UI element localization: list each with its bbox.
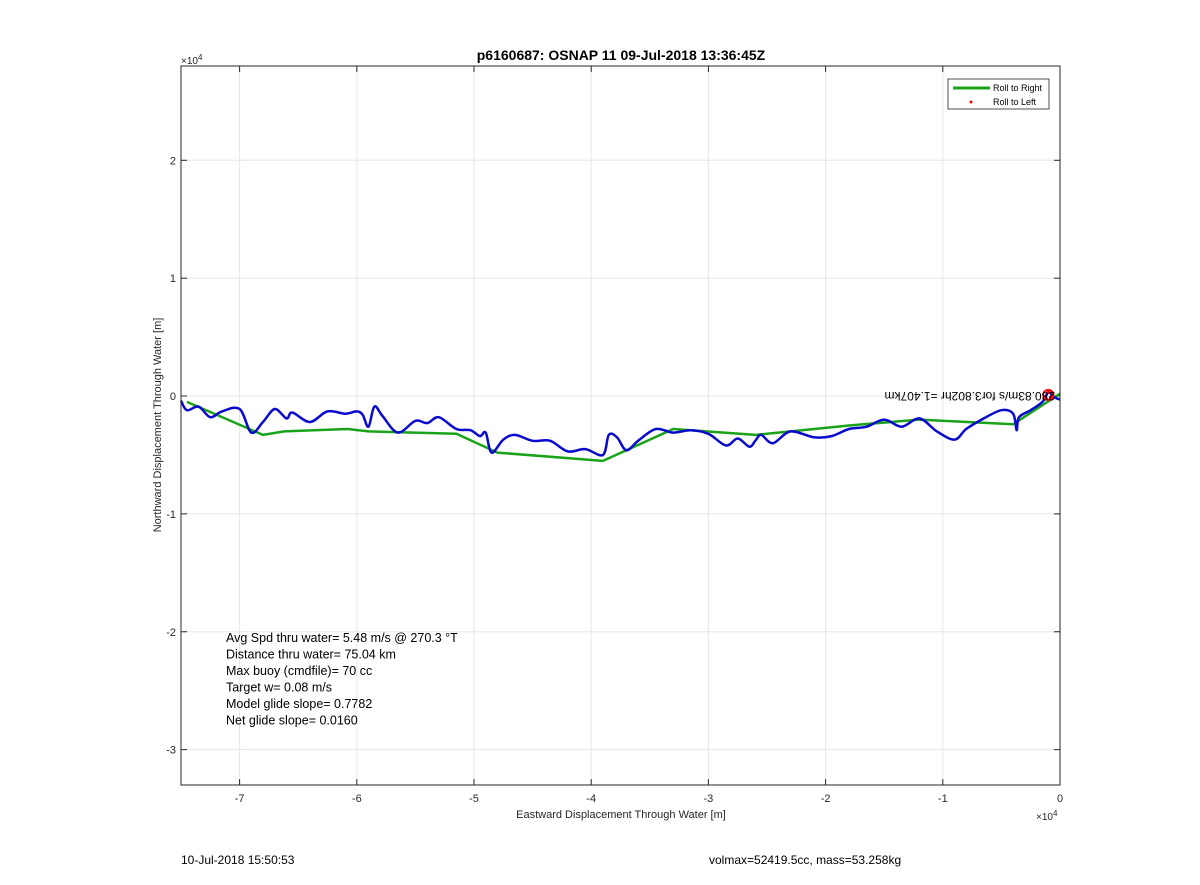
stats-block: Avg Spd thru water= 5.48 m/s @ 270.3 °T D…	[226, 631, 458, 728]
x-exponent-base: ×10	[1036, 812, 1053, 823]
legend-label-roll-right: Roll to Right	[993, 83, 1043, 93]
y-exponent: ×104	[181, 53, 203, 67]
stat-line: Avg Spd thru water= 5.48 m/s @ 270.3 °T	[226, 631, 458, 645]
x-axis-label: Eastward Displacement Through Water [m]	[516, 809, 726, 821]
x-exponent-power: 4	[1053, 809, 1058, 818]
y-tick-label: 2	[170, 155, 176, 167]
stat-line: Max buoy (cmdfile)= 70 cc	[226, 664, 372, 678]
x-tick-label: -2	[821, 793, 831, 805]
legend-label-roll-left: Roll to Left	[993, 97, 1037, 107]
series-layer	[179, 388, 1061, 463]
x-tick-label: -1	[938, 793, 948, 805]
y-tick-label: 0	[170, 391, 176, 403]
stat-line: Target w= 0.08 m/s	[226, 681, 332, 695]
start-marker	[1042, 388, 1055, 401]
y-tick-label: 1	[170, 273, 176, 285]
stat-line: Model glide slope= 0.7782	[226, 697, 372, 711]
footer-volume-mass: volmax=52419.5cc, mass=53.258kg	[709, 853, 902, 867]
y-tick-label: -1	[166, 509, 176, 521]
svg-text:×104: ×104	[1036, 809, 1058, 823]
chart-title: p6160687: OSNAP 11 09-Jul-2018 13:36:45Z	[477, 47, 766, 63]
stat-line: Distance thru water= 75.04 km	[226, 648, 396, 662]
series-track	[179, 391, 1061, 457]
x-ticks: -7 -6 -5 -4 -3 -2 -1 0	[235, 66, 1063, 805]
x-tick-label: -4	[586, 793, 596, 805]
footer-timestamp: 10-Jul-2018 15:50:53	[181, 853, 295, 867]
y-tick-label: -2	[166, 627, 176, 639]
legend: Roll to Right Roll to Left	[947, 78, 1050, 110]
svg-text:×104: ×104	[181, 53, 203, 67]
x-exponent: ×104	[1036, 809, 1058, 823]
y-tick-label: -3	[166, 745, 176, 757]
y-exponent-power: 4	[198, 53, 203, 62]
x-tick-label: -5	[469, 793, 479, 805]
y-ticks: -3 -2 -1 0 1 2	[166, 155, 1060, 757]
x-tick-label: -3	[704, 793, 714, 805]
plot-area	[181, 66, 1060, 785]
roll-left-point	[1046, 390, 1050, 395]
legend-swatch-roll-left	[969, 100, 973, 104]
y-axis-label: Northward Displacement Through Water [m]	[152, 318, 164, 533]
x-tick-label: -6	[352, 793, 362, 805]
y-exponent-base: ×10	[181, 56, 198, 67]
series-roll-to-right	[186, 392, 1061, 463]
rotated-annotation: 280.83m/s for3.802hr =1.407km	[885, 389, 1055, 403]
x-tick-label: -7	[235, 793, 245, 805]
legend-box	[947, 78, 1050, 110]
stat-line: Net glide slope= 0.0160	[226, 714, 358, 728]
x-tick-label: 0	[1057, 793, 1063, 805]
plot-frame	[180, 65, 1061, 786]
